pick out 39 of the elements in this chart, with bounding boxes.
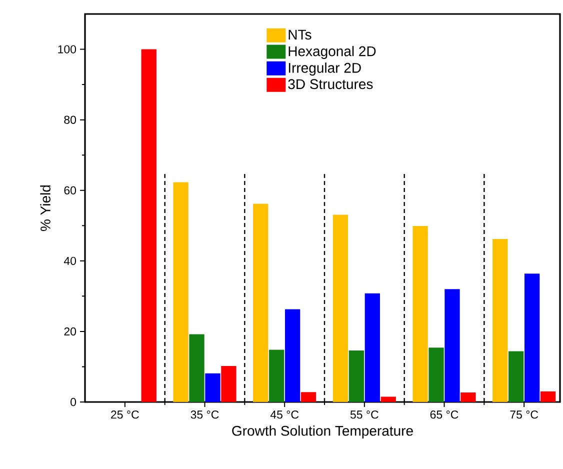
bar <box>364 293 380 402</box>
x-tick-label: 75 °C <box>510 410 538 419</box>
y-tick-label: 100 <box>58 45 76 54</box>
legend-label: Hexagonal 2D <box>288 46 376 59</box>
x-tick-label: 55 °C <box>350 410 378 419</box>
bar <box>205 373 220 402</box>
bar <box>428 348 444 402</box>
bar <box>269 350 284 402</box>
bar <box>508 351 524 402</box>
bar <box>540 391 556 402</box>
y-axis-title: % Yield <box>40 185 50 231</box>
legend-label: 3D Structures <box>288 79 373 90</box>
x-tick-label: 25 °C <box>111 410 139 419</box>
bar <box>348 350 364 402</box>
x-tick-label: 45 °C <box>270 410 299 419</box>
y-tick-label: 60 <box>64 186 76 194</box>
bar <box>141 49 156 402</box>
bar <box>380 396 396 402</box>
legend-label: NTs <box>288 30 312 40</box>
bar <box>173 182 188 402</box>
y-tick-label: 0 <box>70 398 76 406</box>
y-tick-label: 40 <box>64 256 76 265</box>
bar <box>332 214 348 402</box>
bar <box>284 309 300 402</box>
bar <box>253 204 268 402</box>
bar <box>444 289 460 402</box>
x-tick-label: 35 °C <box>190 410 219 419</box>
x-tick-label: 65 °C <box>430 410 458 419</box>
bar <box>300 392 316 402</box>
bar <box>524 274 540 402</box>
bar <box>492 239 508 402</box>
bar <box>412 226 428 402</box>
y-tick-label: 20 <box>64 327 76 336</box>
bar <box>460 392 476 402</box>
bar <box>189 334 204 402</box>
x-axis-title: Growth Solution Temperature <box>232 426 413 439</box>
legend-label: Irregular 2D <box>288 62 361 76</box>
bar <box>221 366 236 402</box>
y-tick-label: 80 <box>64 116 76 124</box>
